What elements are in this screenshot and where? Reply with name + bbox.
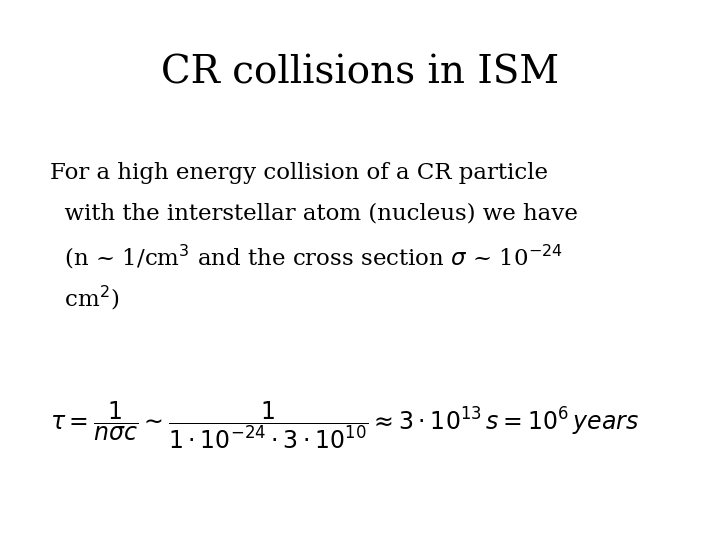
Text: cm$^2$): cm$^2$)	[50, 284, 120, 312]
Text: $\tau = \dfrac{1}{n\sigma c} \sim \dfrac{1}{1 \cdot 10^{-24} \cdot 3 \cdot 10^{1: $\tau = \dfrac{1}{n\sigma c} \sim \dfrac…	[50, 400, 639, 451]
Text: with the interstellar atom (nucleus) we have: with the interstellar atom (nucleus) we …	[50, 202, 578, 225]
Text: (n ~ 1/cm$^3$ and the cross section $\sigma$ ~ 10$^{-24}$: (n ~ 1/cm$^3$ and the cross section $\si…	[50, 243, 564, 271]
Text: CR collisions in ISM: CR collisions in ISM	[161, 54, 559, 91]
Text: For a high energy collision of a CR particle: For a high energy collision of a CR part…	[50, 162, 549, 184]
